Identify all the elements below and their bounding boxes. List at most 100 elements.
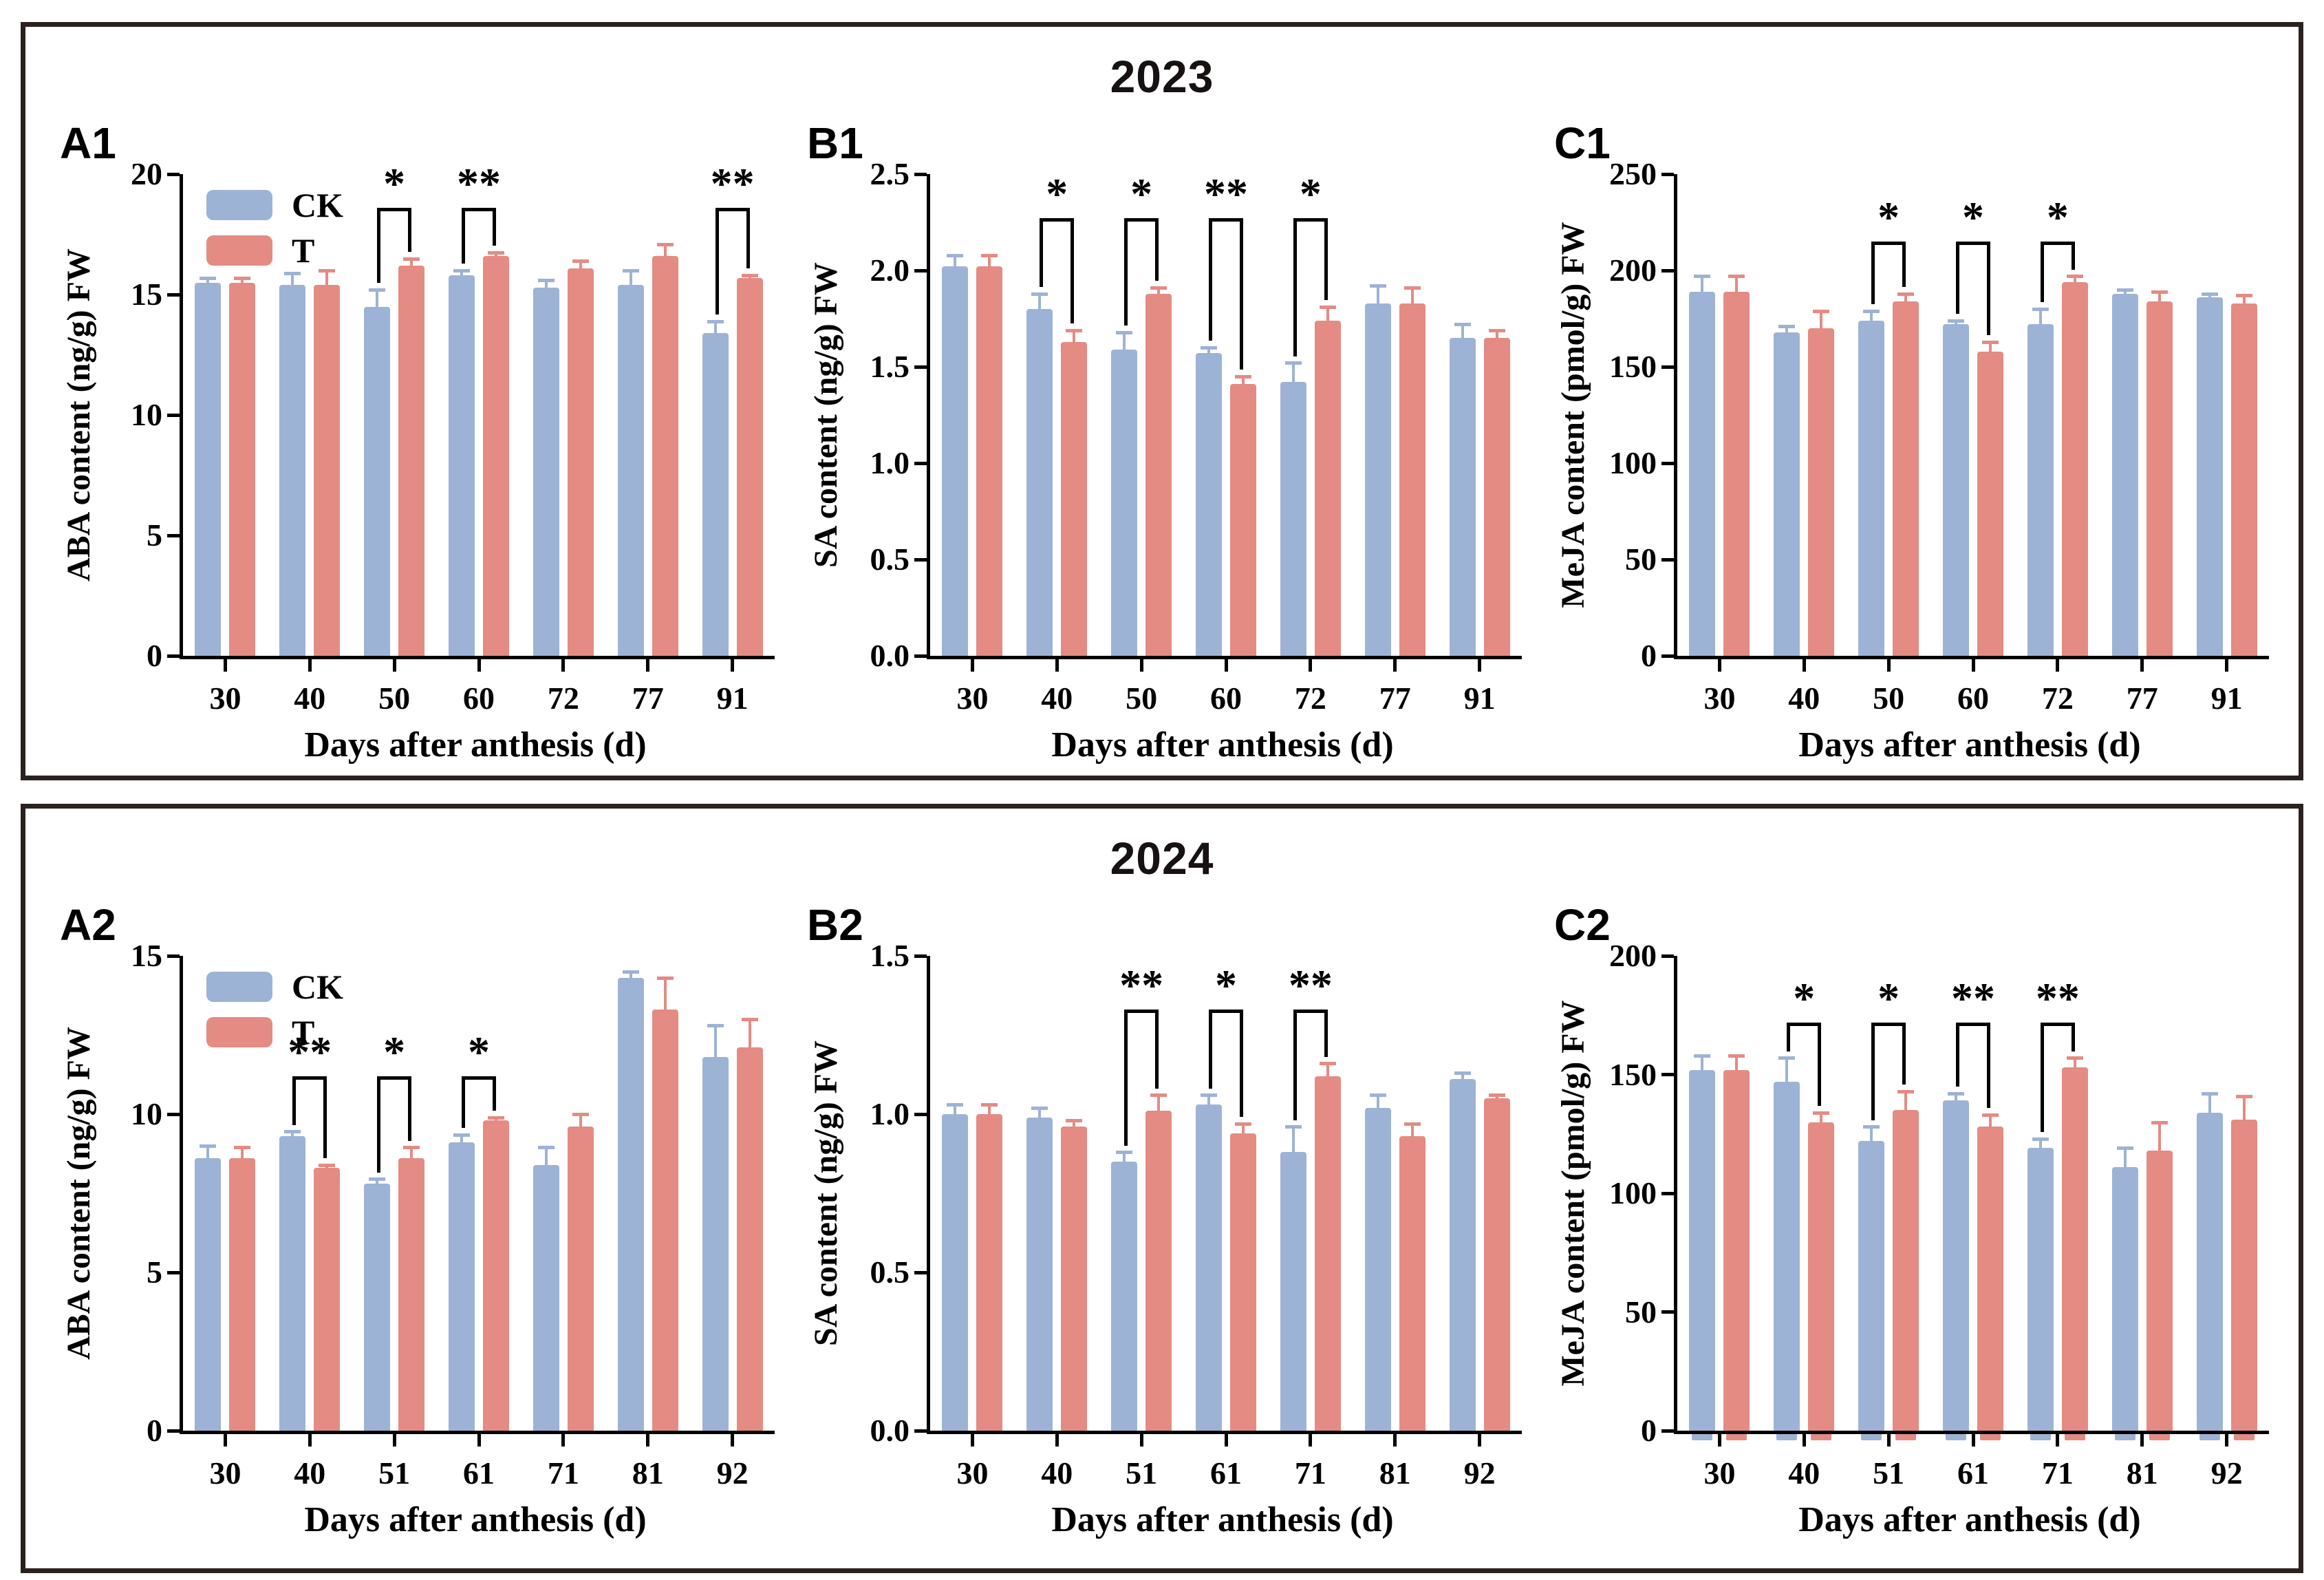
y-tick <box>914 654 927 658</box>
y-tick-label: 0.5 <box>870 1255 910 1290</box>
error-bar-cap <box>369 1177 386 1182</box>
bar-t-40 <box>1061 1127 1088 1431</box>
legend-item-ck: CK <box>206 188 343 222</box>
sig-bracket-arm <box>493 208 496 246</box>
x-tick <box>1971 659 1975 672</box>
panel-label-A1: A1 <box>60 118 116 168</box>
legend-label-t: T <box>292 231 315 270</box>
bar-ck-92 <box>1449 1079 1476 1431</box>
x-tick-label: 77 <box>2126 681 2158 716</box>
bar-base-stub <box>2233 1434 2255 1440</box>
y-axis-title: ABA content (ng/g) FW <box>61 1027 97 1360</box>
sig-bracket <box>292 1076 327 1080</box>
error-bar-stem <box>1870 1127 1873 1147</box>
legend-label-t: T <box>292 1013 315 1051</box>
panel-A2: A2 ABA content (ng/g) FW 0 5 10 15 30 40 ** 51 * 6… <box>42 890 789 1548</box>
bar-ck-60 <box>1943 324 1969 656</box>
sig-stars: * <box>383 1027 406 1076</box>
y-tick <box>1661 268 1674 273</box>
error-bar-stem <box>241 1147 244 1164</box>
error-bar-stem <box>2123 290 2127 299</box>
bar-chart-B2: SA content (ng/g) FW 0.0 0.5 1.0 1.5 30 40 51 **… <box>789 938 1536 1548</box>
x-tick-label: 72 <box>547 681 579 716</box>
bar-t-81 <box>2146 1150 2173 1431</box>
bar-ck-51 <box>364 1184 391 1431</box>
error-bar-cap <box>319 269 336 273</box>
sig-bracket-arm <box>493 1076 496 1111</box>
legend-label-ck: CK <box>292 186 343 224</box>
y-tick <box>1661 365 1674 369</box>
x-axis-title: Days after anthesis (d) <box>1798 725 2141 765</box>
bar-t-60 <box>483 256 509 656</box>
legend-item-t: T <box>206 1015 343 1049</box>
sig-bracket <box>377 208 412 211</box>
bar-ck-51 <box>1111 1162 1138 1431</box>
x-tick-label: 40 <box>1788 1455 1820 1491</box>
error-bar-cap <box>2151 290 2168 294</box>
sig-bracket <box>1293 218 1328 222</box>
error-bar-stem <box>1735 276 1739 297</box>
bar-ck-91 <box>702 333 729 656</box>
error-bar-stem <box>1461 1073 1464 1085</box>
error-bar-stem <box>2242 295 2246 309</box>
y-tick-label: 0.5 <box>870 542 910 577</box>
bar-ck-40 <box>279 285 306 656</box>
bar-ck-40 <box>1774 332 1800 656</box>
x-tick <box>2225 659 2229 672</box>
sig-bracket <box>2040 1022 2075 1026</box>
bar-chart-C2: MeJA content (pmol/g) FW 0 50 100 150 200 30 40… <box>1536 938 2283 1548</box>
x-tick-label: 30 <box>956 681 989 716</box>
sig-bracket-arm <box>292 1076 297 1125</box>
x-tick-label: 81 <box>632 1455 664 1491</box>
bar-ck-72 <box>1280 382 1306 656</box>
y-tick <box>1661 1429 1674 1433</box>
error-bar-cap <box>1694 275 1711 279</box>
y-tick <box>1661 172 1674 176</box>
x-tick-label: 91 <box>716 681 749 716</box>
error-bar-cap <box>707 319 724 323</box>
error-bar-stem <box>579 1114 582 1133</box>
error-bar-stem <box>713 321 717 339</box>
x-tick-label: 40 <box>1788 681 1820 716</box>
error-bar-stem <box>1242 376 1245 390</box>
error-bar-cap <box>656 242 674 246</box>
x-tick-label: 61 <box>1210 1455 1242 1491</box>
error-bar-cap <box>622 970 639 974</box>
bar-base-stub <box>2149 1434 2170 1440</box>
y-tick <box>167 1429 180 1433</box>
plot-area: 0.0 0.5 1.0 1.5 30 40 51 ** 61 * 71 ** 81 92 <box>870 938 1522 1491</box>
panel-label-C2: C2 <box>1554 900 1611 950</box>
error-bar-cap <box>2116 288 2133 292</box>
sig-bracket <box>1956 242 1990 245</box>
bar-t-50 <box>398 266 425 656</box>
bar-ck-60 <box>1196 353 1222 656</box>
bar-ck-60 <box>449 275 475 656</box>
error-bar-cap <box>1116 1151 1133 1155</box>
x-tick-label: 40 <box>1041 1455 1073 1491</box>
y-tick <box>167 1112 180 1116</box>
error-bar-stem <box>1989 1115 1992 1133</box>
y-tick-label: 250 <box>1609 156 1657 191</box>
error-bar-stem <box>1157 1095 1161 1117</box>
sig-bracket <box>1124 1010 1159 1014</box>
error-bar-cap <box>1454 323 1471 327</box>
y-tick-label: 1.0 <box>870 445 910 480</box>
sig-bracket-arm <box>408 1076 412 1141</box>
sig-bracket-arm <box>1818 1022 1822 1107</box>
error-bar-stem <box>325 270 329 290</box>
sig-bracket-arm <box>1902 242 1906 287</box>
x-tick <box>392 659 396 672</box>
plot-area: 0 5 10 15 30 40 ** 51 * 61 * 71 81 92 CK T <box>131 938 775 1491</box>
x-tick <box>392 1434 396 1446</box>
x-tick-label: 50 <box>1873 681 1905 716</box>
bar-base-stub <box>1692 1434 1713 1440</box>
bar-t-72 <box>567 268 594 656</box>
y-tick-label: 0.0 <box>870 638 910 673</box>
bar-chart-C1: MeJA content (pmol/g) FW 0 50 100 150 200 250 3… <box>1536 156 2283 773</box>
error-bar-cap <box>1863 309 1880 313</box>
y-tick-label: 1.5 <box>870 349 910 384</box>
sig-stars: * <box>1962 193 1984 242</box>
error-bar-stem <box>748 1019 751 1054</box>
error-bar-stem <box>579 261 582 274</box>
error-bar-cap <box>403 257 420 261</box>
